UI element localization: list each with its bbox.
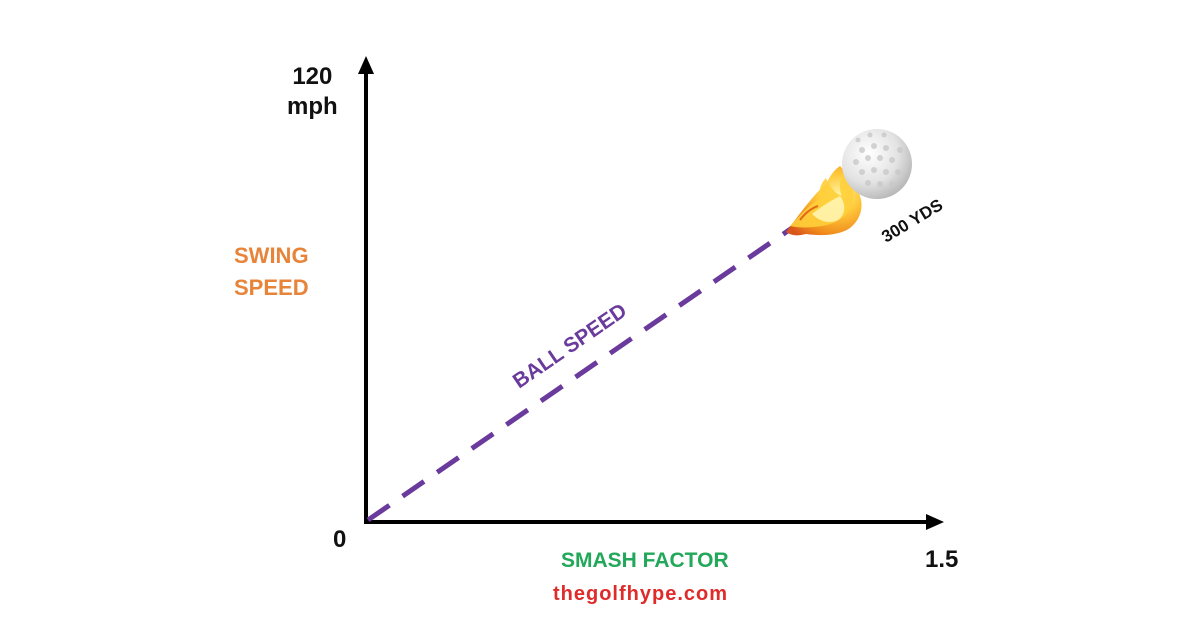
x-axis-max-label: 1.5 [925, 546, 959, 573]
golf-ball-icon [842, 129, 912, 199]
y-axis-max-value: 120 [292, 63, 333, 90]
ball-speed-line [366, 225, 794, 523]
y-axis-title: SWING SPEED [234, 240, 309, 304]
x-axis-arrow [926, 514, 944, 530]
ball-speed-label: BALL SPEED [509, 299, 631, 393]
y-axis-max-label: 120 mph [287, 62, 338, 122]
y-axis-title-line1: SWING [234, 243, 309, 268]
y-axis-title-line2: SPEED [234, 275, 309, 300]
website-label: thegolfhype.com [553, 583, 729, 605]
origin-label: 0 [333, 526, 347, 553]
y-axis-max-unit: mph [287, 93, 338, 120]
distance-label: 300 YDS [878, 195, 946, 246]
y-axis-arrow [358, 56, 374, 74]
flame-trail-icon [786, 166, 862, 236]
x-axis-title: SMASH FACTOR [561, 549, 729, 572]
